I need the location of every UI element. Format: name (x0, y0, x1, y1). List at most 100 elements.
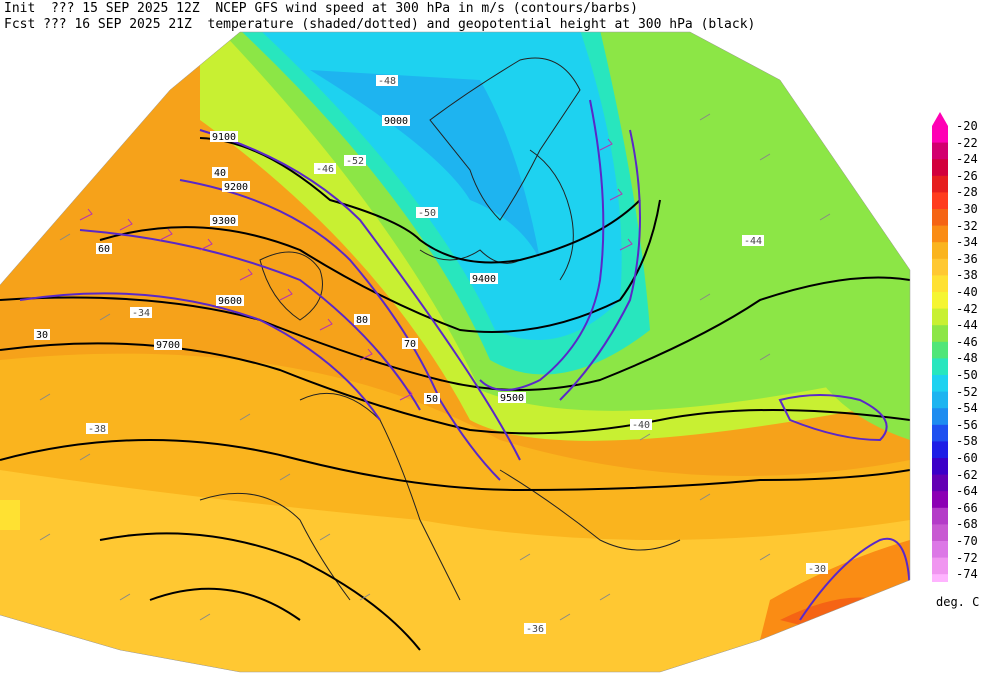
speed-label: 40 (214, 168, 226, 179)
temperature-label: -46 (316, 164, 334, 175)
colorbar-label: -44 (956, 318, 978, 333)
colorbar-swatch (932, 292, 948, 310)
colorbar-swatch (932, 159, 948, 177)
header-line-forecast: Fcst ??? 16 SEP 2025 21Z temperature (sh… (4, 17, 756, 32)
colorbar-label: -26 (956, 168, 978, 183)
temperature-band-50 (260, 32, 622, 340)
colorbar-label: -32 (956, 218, 978, 233)
colorbar-label: -70 (956, 534, 978, 548)
height-label: 9500 (500, 393, 524, 404)
height-labels: 9000 9100 9200 9300 9400 9500 9600 9700 (154, 115, 526, 404)
colorbar-swatch (932, 308, 948, 326)
colorbar-swatch (932, 175, 948, 193)
colorbar-swatch (932, 541, 948, 559)
colorbar-label: -66 (956, 500, 978, 515)
colorbar-label: -68 (956, 517, 978, 532)
temperature-label: -30 (808, 564, 826, 575)
height-label-bg (210, 215, 238, 226)
speed-label-bg (34, 329, 50, 340)
temperature-label-bg (524, 623, 546, 634)
speed-label: 70 (404, 339, 416, 350)
speed-label-bg (96, 243, 112, 254)
temperature-band-44-east (820, 300, 910, 440)
height-label: 9700 (156, 340, 180, 351)
colorbar-swatch (932, 242, 948, 260)
temperature-label-bg (416, 207, 438, 218)
height-label-bg (470, 273, 498, 284)
height-label: 9400 (472, 274, 496, 285)
height-label-bg (154, 339, 182, 350)
temperature-label-bg (742, 235, 764, 246)
temperature-band-36 (0, 470, 910, 672)
speed-label: 30 (36, 330, 48, 341)
temperature-label: -50 (418, 208, 436, 219)
temperature-label: -48 (378, 76, 396, 87)
colorbar-swatch (932, 258, 948, 276)
coastlines (199, 57, 681, 601)
header-line-init: Init ??? 15 SEP 2025 12Z NCEP GFS wind s… (4, 1, 638, 16)
colorbar-units: deg. C (936, 595, 980, 609)
height-label-bg (382, 115, 410, 126)
speed-label-bg (424, 393, 440, 404)
colorbar-swatch (932, 391, 948, 409)
colorbar-swatch (932, 491, 948, 509)
colorbar-swatch (932, 424, 948, 442)
temperature-label-bg (86, 423, 108, 434)
colorbar-swatch (932, 474, 948, 492)
temperature-label-bg (130, 307, 152, 318)
colorbar-label: -36 (956, 251, 978, 266)
colorbar-label: -28 (956, 185, 978, 200)
colorbar-swatch (932, 209, 948, 227)
colorbar-swatch (932, 325, 948, 343)
colorbar-swatch (932, 192, 948, 210)
colorbar-label: -74 (956, 567, 978, 582)
colorbar-swatch (932, 574, 948, 582)
colorbar-label: -62 (956, 467, 978, 482)
colorbar-triangle-top (932, 112, 948, 126)
colorbar-label: -58 (956, 434, 978, 449)
colorbar-label: -34 (956, 235, 978, 250)
height-label: 9300 (212, 216, 236, 227)
temperature-label-bg (806, 563, 828, 574)
colorbar-swatch (932, 557, 948, 575)
colorbar-label: -72 (956, 550, 978, 565)
temperature-label: -40 (632, 420, 650, 431)
temperature-label: -38 (88, 424, 106, 435)
speed-label-bg (212, 167, 228, 178)
colorbar-label: -56 (956, 417, 978, 432)
colorbar-swatch (932, 126, 948, 144)
height-label: 9100 (212, 132, 236, 143)
height-label: 9200 (224, 182, 248, 193)
colorbar-swatches (932, 112, 948, 582)
speed-label: 50 (426, 394, 438, 405)
colorbar-swatch (932, 441, 948, 459)
colorbar-swatch (932, 375, 948, 393)
height-label-bg (216, 295, 244, 306)
height-label-bg (210, 131, 238, 142)
colorbar-label: -64 (956, 484, 978, 499)
colorbar-swatch (932, 458, 948, 476)
colorbar-label: -42 (956, 301, 978, 316)
temperature-label: -44 (744, 236, 762, 247)
colorbar-label: -38 (956, 268, 978, 283)
temperature-label-bg (344, 155, 366, 166)
colorbar-swatch (932, 225, 948, 243)
height-label: 9000 (384, 116, 408, 127)
speed-label: 60 (98, 244, 110, 255)
temperature-label-bg (314, 163, 336, 174)
height-label-bg (222, 181, 250, 192)
colorbar-swatch (932, 275, 948, 293)
colorbar-swatch (932, 341, 948, 359)
speed-labels: 30 40 50 60 70 80 (34, 167, 440, 405)
temperature-label-bg (376, 75, 398, 86)
colorbar-label: -48 (956, 351, 978, 366)
colorbar-label: -20 (956, 119, 978, 133)
colorbar-label: -22 (956, 135, 978, 150)
speed-label-bg (402, 338, 418, 349)
temperature-label: -34 (132, 308, 150, 319)
colorbar-label: -40 (956, 285, 978, 299)
height-label: 9600 (218, 296, 242, 307)
colorbar: -20 -22 -24 -26 -28 -30 -32 -34 -36 -38 -40 -42 -44-… (930, 112, 1000, 582)
colorbar-swatch (932, 142, 948, 160)
